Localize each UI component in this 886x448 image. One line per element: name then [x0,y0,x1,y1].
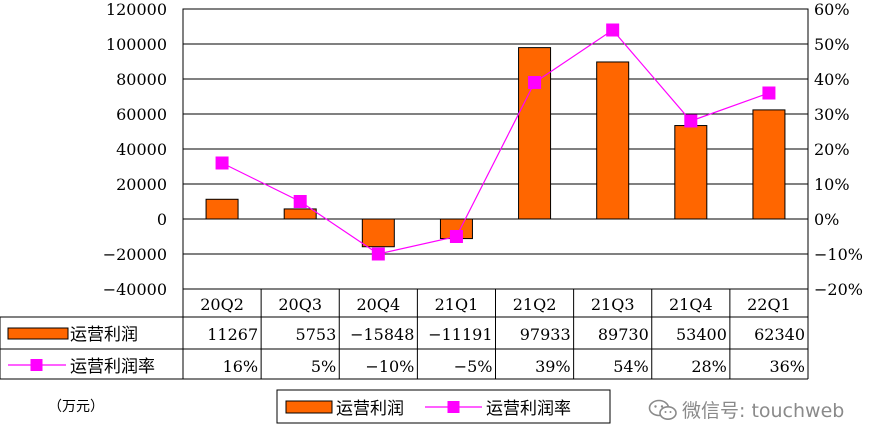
line-marker [606,23,620,37]
x-tick-label: 21Q3 [591,295,635,314]
table-value: 97933 [520,325,571,344]
line-marker [215,156,229,170]
x-tick-label: 21Q2 [513,295,557,314]
table-value: −5% [454,357,493,376]
y-tick-label-right: −20% [814,280,863,299]
table-value: 89730 [598,325,649,344]
table-value: 28% [691,357,727,376]
bar [518,47,552,220]
x-tick-label: 21Q1 [435,295,479,314]
line-marker [684,114,698,128]
y-tick-label-left: 120000 [106,0,167,19]
legend-label: 运营利润 [336,399,404,419]
table-value: 5% [311,357,336,376]
line-marker [449,230,463,243]
y-tick-label-left: 60000 [116,105,167,124]
x-tick-label: 20Q4 [356,295,400,314]
y-tick-label-right: 40% [814,70,850,89]
y-tick-label-right: 10% [814,175,850,194]
y-tick-label-right: 0% [814,210,839,229]
line-marker [371,247,385,261]
bar [205,198,239,220]
table-series-label: 运营利润 [70,325,138,345]
bar [752,109,786,220]
series-line [221,29,770,255]
bar [361,218,395,248]
y-tick-label-left: 20000 [116,175,167,194]
bar [596,61,630,220]
y-tick-label-right: 60% [814,0,850,19]
table-value: −10% [365,357,414,376]
x-tick-label: 22Q1 [747,295,791,314]
bar [674,125,708,220]
line-marker [528,76,542,89]
table-value: −11191 [428,325,492,344]
table-value: 5753 [296,325,337,344]
x-tick-label: 21Q4 [669,295,713,314]
legend-swatch-bar [285,400,333,414]
wechat-icon [648,399,677,420]
unit-label: （万元） [48,399,104,415]
line-marker [293,195,307,208]
y-tick-label-right: 20% [814,140,850,159]
legend-swatch-marker [447,401,460,413]
bar [283,208,317,220]
y-tick-label-right: 50% [814,35,850,54]
y-tick-label-left: 40000 [116,140,167,159]
table-value: 11267 [207,325,258,344]
table-value: 54% [613,357,649,376]
y-tick-label-right: 30% [814,105,850,124]
table-value: 62340 [754,325,805,344]
y-tick-label-right: −10% [814,245,863,264]
table-value: 16% [223,357,259,376]
table-swatch-marker [30,359,43,371]
table-value: 53400 [676,325,727,344]
line-marker [762,86,776,100]
watermark-text: 微信号: touchweb [682,400,845,422]
y-tick-label-left: −20000 [103,245,167,264]
table-value: −15848 [350,325,414,344]
y-tick-label-left: −40000 [103,280,167,299]
watermark: 微信号: touchweb [648,396,844,423]
x-tick-label: 20Q3 [278,295,322,314]
y-tick-label-left: 80000 [116,70,167,89]
table-swatch-bar [7,327,69,340]
table-value: 36% [769,357,805,376]
x-tick-label: 20Q2 [200,295,244,314]
y-tick-label-left: 100000 [106,35,167,54]
table-series-label: 运营利润率 [70,357,155,377]
legend-label: 运营利润率 [486,399,571,419]
y-tick-label-left: 0 [157,210,167,229]
table-value: 39% [535,357,571,376]
